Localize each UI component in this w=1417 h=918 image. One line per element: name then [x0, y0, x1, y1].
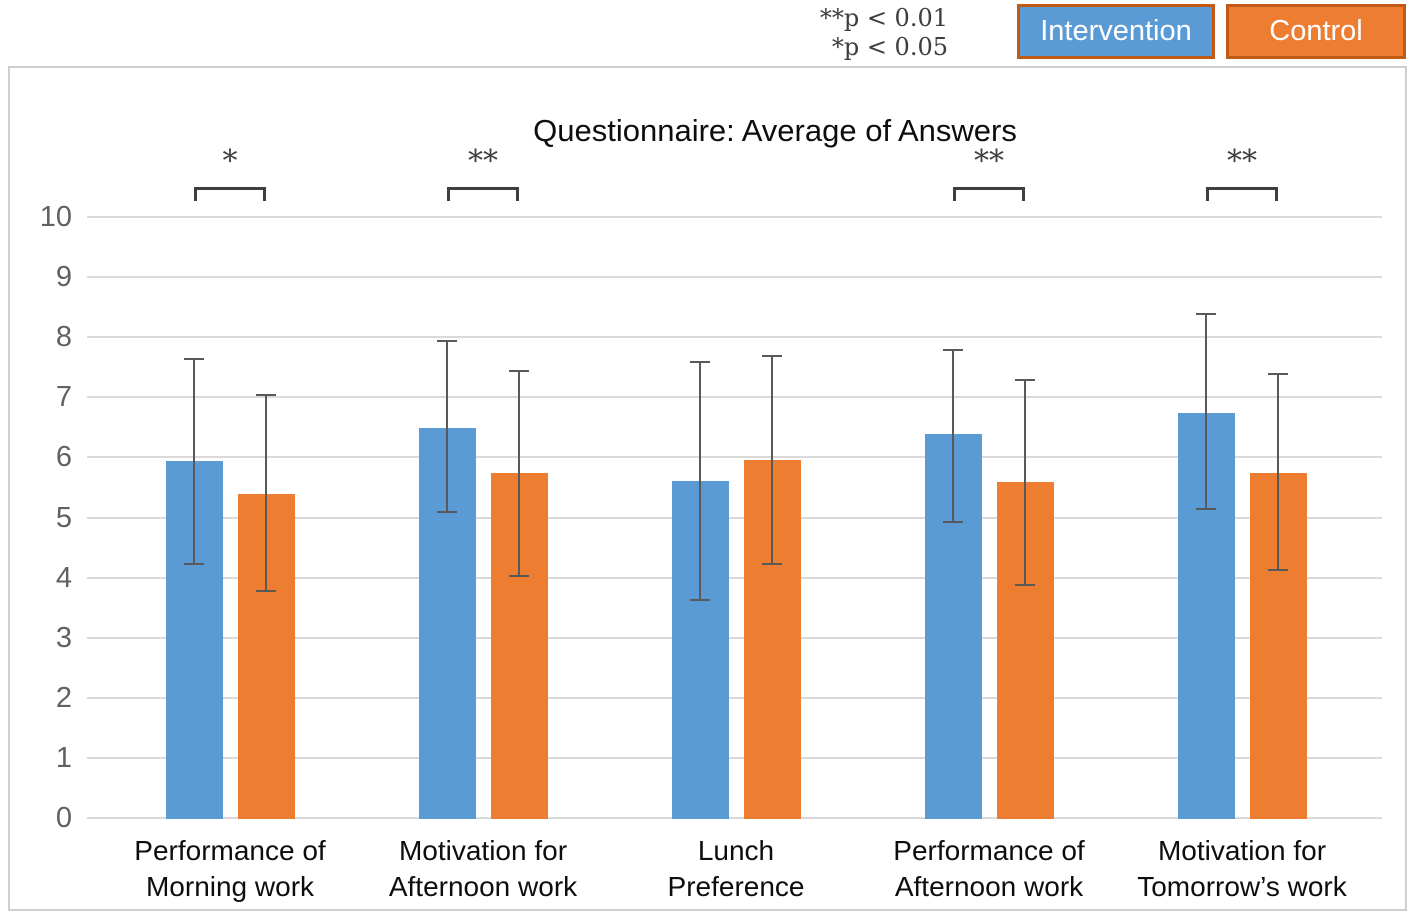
significance-note-line1: **p < 0.01	[819, 4, 948, 32]
error-bar-cap-top	[1268, 373, 1288, 376]
x-category-label-line: Lunch	[697, 835, 775, 866]
y-tick-label: 8	[55, 321, 72, 354]
error-bar-line	[1205, 314, 1207, 510]
significance-note-line2: *p < 0.05	[831, 33, 948, 61]
y-tick-label: 2	[55, 681, 72, 714]
error-bar-cap-top	[690, 361, 710, 364]
gridline	[87, 636, 1382, 639]
error-bar-cap-top	[184, 358, 204, 361]
x-category-label: Motivation for Afternoon work	[333, 833, 633, 905]
error-bar-line	[193, 359, 195, 564]
error-bar-cap-bottom	[1196, 508, 1216, 511]
plot-area: 0 1 2 3 4 5 6 7 8 9 10 * Performance of Morning work *…	[40, 144, 1382, 902]
chart-title: Questionnaire: Average of Answers	[533, 113, 1017, 148]
error-bar-line	[771, 356, 773, 564]
x-category-label: Performance of Afternoon work	[839, 833, 1139, 905]
gridline	[87, 216, 1382, 218]
error-bar-cap-top	[943, 349, 963, 352]
y-tick-label: 10	[39, 201, 72, 233]
error-bar-cap-bottom	[943, 520, 963, 523]
significance-bracket	[447, 187, 519, 201]
x-category-label-line: Performance of	[893, 835, 1085, 866]
x-category-label-line: Motivation for	[398, 835, 568, 866]
y-tick-label: 9	[55, 261, 72, 294]
error-bar-line	[952, 350, 954, 522]
error-bar-line	[265, 395, 267, 591]
x-category-label: Performance of Morning work	[80, 833, 380, 905]
x-category-label: Motivation for Tomorrow’s work	[1092, 833, 1392, 905]
error-bar-line	[446, 341, 448, 513]
y-tick-label: 1	[55, 741, 72, 774]
error-bar-cap-bottom	[184, 562, 204, 565]
error-bar-cap-bottom	[1015, 583, 1035, 586]
error-bar-cap-top	[1196, 313, 1216, 316]
error-bar-cap-bottom	[437, 511, 457, 514]
chart-legend: Intervention Control	[1017, 4, 1406, 59]
gridline	[87, 576, 1382, 579]
gridline	[87, 696, 1382, 699]
x-category-label-line: Performance of	[134, 835, 326, 866]
error-bar-line	[1024, 380, 1026, 585]
error-bar-cap-bottom	[509, 574, 529, 577]
chart-frame: Questionnaire: Average of Answers 0 1 2 3 4 5…	[8, 66, 1407, 911]
significance-stars: **	[974, 144, 1004, 179]
error-bar-cap-top	[256, 394, 276, 397]
error-bar-cap-top	[437, 340, 457, 343]
error-bar-cap-top	[509, 370, 529, 373]
x-category-label-line: Motivation for	[1157, 835, 1327, 866]
error-bar-cap-bottom	[762, 562, 782, 565]
x-category-label-line: Preference	[667, 871, 805, 902]
significance-stars: **	[1227, 144, 1257, 179]
error-bar-line	[1277, 374, 1279, 570]
legend-item-control: Control	[1226, 4, 1406, 59]
x-category-label-line: Tomorrow’s work	[1137, 871, 1347, 902]
significance-note: **p < 0.01 *p < 0.05	[700, 4, 948, 62]
error-bar-cap-top	[1015, 379, 1035, 382]
error-bar-cap-bottom	[690, 598, 710, 601]
significance-bracket	[194, 187, 266, 201]
y-tick-label: 7	[55, 381, 72, 414]
error-bar-line	[699, 362, 701, 600]
error-bar-line	[518, 371, 520, 576]
y-tick-label: 5	[55, 501, 72, 534]
gridline	[87, 817, 1382, 819]
y-tick-label: 6	[55, 441, 72, 474]
x-category-label-line: Afternoon work	[894, 871, 1084, 902]
gridline	[87, 756, 1382, 759]
gridline	[87, 336, 1382, 339]
significance-bracket	[953, 187, 1025, 201]
error-bar-cap-bottom	[1268, 568, 1288, 571]
error-bar-cap-top	[762, 355, 782, 358]
gridline	[87, 516, 1382, 519]
x-category-label: Lunch Preference	[586, 833, 886, 905]
gridline	[87, 276, 1382, 279]
gridline	[87, 456, 1382, 459]
gridline	[87, 396, 1382, 399]
x-category-label-line: Morning work	[145, 871, 315, 902]
significance-stars: **	[468, 144, 498, 179]
y-tick-label: 4	[55, 561, 72, 594]
x-category-label-line: Afternoon work	[388, 871, 578, 902]
legend-item-intervention: Intervention	[1017, 4, 1215, 59]
significance-stars: *	[222, 144, 238, 179]
significance-bracket	[1206, 187, 1278, 201]
y-tick-label: 3	[55, 621, 72, 654]
y-tick-label: 0	[55, 802, 72, 834]
error-bar-cap-bottom	[256, 589, 276, 592]
